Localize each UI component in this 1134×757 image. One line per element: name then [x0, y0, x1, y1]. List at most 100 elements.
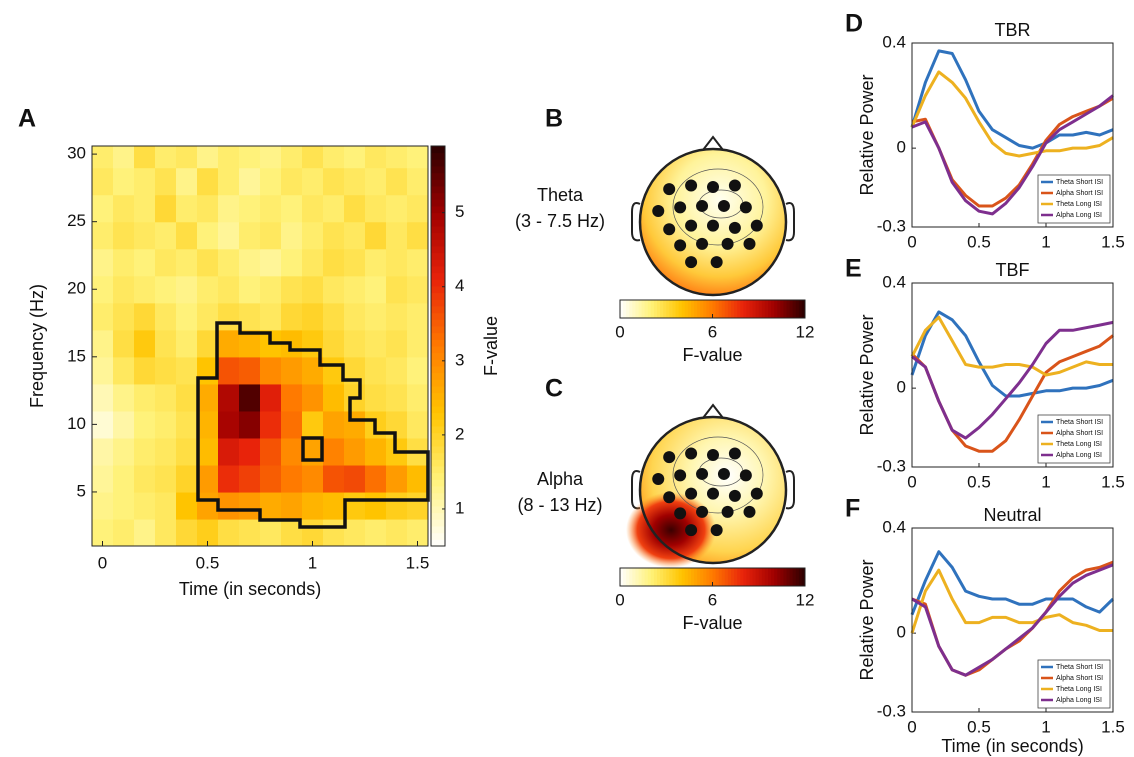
colorbar-step: [431, 499, 445, 507]
y-tick-label: 30: [67, 144, 86, 163]
heatmap-cell: [113, 194, 135, 223]
electrode: [739, 201, 752, 214]
y-tick-label: 0: [897, 623, 906, 642]
heatmap-cell: [407, 491, 428, 520]
heatmap-cell: [344, 356, 366, 385]
colorbar-step: [431, 306, 445, 314]
heatmap-cell: [323, 329, 345, 358]
colorbar-step: [681, 568, 686, 586]
heatmap-cell: [155, 518, 177, 546]
colorbar-step: [712, 568, 717, 586]
colorbar-step: [724, 300, 729, 318]
heatmap-cell: [239, 437, 261, 466]
heatmap-cell: [302, 248, 324, 277]
plot-frame: [911, 527, 1114, 713]
colorbar-step: [431, 239, 445, 247]
colorbar-step: [632, 300, 636, 318]
colorbar-step: [663, 300, 667, 318]
heatmap-cell: [365, 248, 387, 277]
y-tick-label: 0: [897, 138, 906, 157]
colorbar-step: [641, 568, 646, 586]
heatmap-cell: [302, 302, 324, 331]
colorbar-step: [727, 568, 732, 586]
heatmap-cell: [239, 194, 261, 223]
colorbar-tick-label: 0: [615, 322, 624, 341]
colorbar-step: [681, 300, 686, 318]
electrode: [685, 487, 698, 500]
heatmap-cell: [407, 248, 428, 277]
electrode: [685, 447, 698, 460]
colorbar-step: [768, 568, 772, 586]
electrode: [707, 219, 719, 232]
colorbar-step: [431, 339, 445, 347]
heatmap-cell: [260, 221, 282, 250]
heatmap-cell: [386, 302, 408, 331]
heatmap-cell: [302, 167, 324, 196]
y-tick-label: 0: [897, 378, 906, 397]
y-tick-label: 0.4: [882, 32, 906, 51]
colorbar-step: [697, 300, 701, 318]
heatmap-cell: [239, 302, 261, 331]
heatmap-cell: [323, 248, 345, 277]
electrode: [685, 524, 698, 537]
heatmap-cell: [113, 518, 135, 546]
colorbar-step: [431, 539, 445, 547]
colorbar-step: [749, 568, 754, 586]
heatmap-cell: [323, 275, 345, 304]
colorbar-step: [703, 568, 707, 586]
heatmap-cell: [386, 464, 408, 493]
heatmap-cell: [365, 329, 387, 358]
heatmap-cell: [260, 167, 282, 196]
heatmap-cell: [92, 275, 114, 304]
colorbar-step: [684, 568, 689, 586]
heatmap-cell: [218, 146, 240, 169]
colorbar-step: [758, 568, 763, 586]
colorbar-step: [768, 300, 772, 318]
x-tick-label: 1.5: [1101, 717, 1125, 736]
heatmap-cell: [218, 383, 240, 412]
electrode: [717, 199, 730, 212]
x-tick-label: 1.5: [1101, 232, 1125, 251]
colorbar-step: [431, 266, 445, 274]
colorbar-step: [721, 300, 726, 318]
colorbar-step: [694, 568, 698, 586]
heatmap-cell: [197, 383, 219, 412]
heatmap-cell: [386, 167, 408, 196]
heatmap-cell: [197, 302, 219, 331]
colorbar-step: [431, 159, 445, 167]
head-ear: [785, 470, 795, 510]
heatmap-cell: [344, 518, 366, 546]
colorbar-step: [657, 300, 661, 318]
heatmap-cell: [176, 329, 198, 358]
electrode: [728, 221, 741, 234]
heatmap-cell: [155, 194, 177, 223]
electrode: [663, 223, 676, 236]
legend-label: Theta Short ISI: [1056, 419, 1103, 426]
legend-label: Alpha Long ISI: [1056, 452, 1102, 459]
colorbar-step: [431, 192, 445, 200]
panel-letter: F: [845, 495, 860, 523]
colorbar-step: [755, 300, 760, 318]
y-tick-label: -0.3: [877, 701, 906, 720]
electrode: [710, 524, 723, 537]
electrode: [685, 219, 698, 232]
heatmap-cell: [113, 383, 135, 412]
heatmap-cell: [302, 356, 324, 385]
x-tick-label: 0.5: [196, 553, 220, 572]
colorbar-step: [786, 300, 791, 318]
heatmap-cell: [407, 221, 428, 250]
electrode: [652, 205, 665, 218]
heatmap-cell: [197, 491, 219, 520]
heatmap-cell: [176, 167, 198, 196]
heatmap-cell: [302, 464, 324, 493]
x-tick-label: 0.5: [967, 472, 991, 491]
heatmap-cell: [218, 329, 240, 358]
y-tick-label: 10: [67, 414, 86, 433]
colorbar-step: [431, 519, 445, 527]
electrode: [743, 505, 756, 518]
heatmap-cell: [197, 275, 219, 304]
colorbar-step: [795, 300, 800, 318]
colorbar-step: [798, 300, 803, 318]
heatmap-cell: [218, 356, 240, 385]
heatmap-cell: [113, 329, 135, 358]
